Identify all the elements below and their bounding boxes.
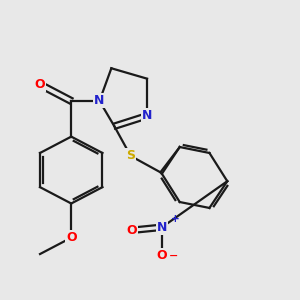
Text: O: O: [66, 231, 76, 244]
Text: N: N: [142, 109, 152, 122]
Text: O: O: [35, 78, 45, 91]
Text: +: +: [171, 214, 180, 224]
Text: O: O: [157, 249, 167, 262]
Text: N: N: [94, 94, 105, 107]
Text: O: O: [127, 224, 137, 237]
Text: −: −: [169, 250, 178, 260]
Text: S: S: [126, 149, 135, 162]
Text: N: N: [157, 221, 167, 234]
